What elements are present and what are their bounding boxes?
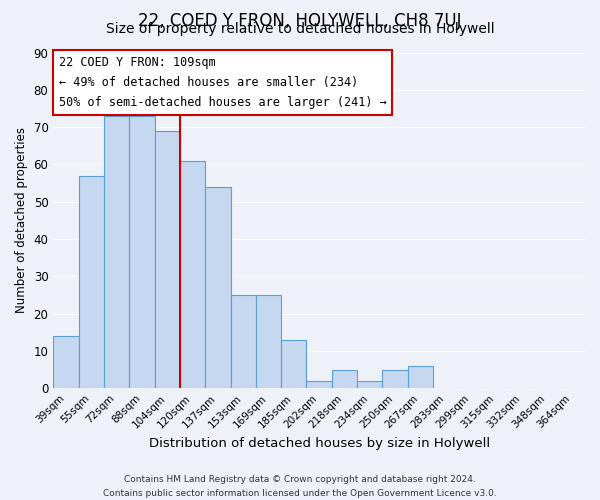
Text: 22 COED Y FRON: 109sqm
← 49% of detached houses are smaller (234)
50% of semi-de: 22 COED Y FRON: 109sqm ← 49% of detached… (59, 56, 386, 109)
Text: 22, COED Y FRON, HOLYWELL, CH8 7UJ: 22, COED Y FRON, HOLYWELL, CH8 7UJ (138, 12, 462, 30)
Bar (256, 295, 281, 388)
Bar (155, 131, 180, 388)
Bar (281, 340, 307, 388)
Bar (79, 176, 104, 388)
Y-axis label: Number of detached properties: Number of detached properties (15, 128, 28, 314)
Bar (332, 370, 357, 388)
Bar (408, 366, 433, 388)
Bar (230, 295, 256, 388)
Bar (104, 116, 129, 388)
Bar (53, 336, 79, 388)
Bar (205, 187, 230, 388)
Bar (357, 381, 382, 388)
Bar (382, 370, 408, 388)
X-axis label: Distribution of detached houses by size in Holywell: Distribution of detached houses by size … (149, 437, 490, 450)
Text: Contains HM Land Registry data © Crown copyright and database right 2024.
Contai: Contains HM Land Registry data © Crown c… (103, 476, 497, 498)
Bar (180, 160, 205, 388)
Bar (307, 381, 332, 388)
Bar (129, 116, 155, 388)
Text: Size of property relative to detached houses in Holywell: Size of property relative to detached ho… (106, 22, 494, 36)
